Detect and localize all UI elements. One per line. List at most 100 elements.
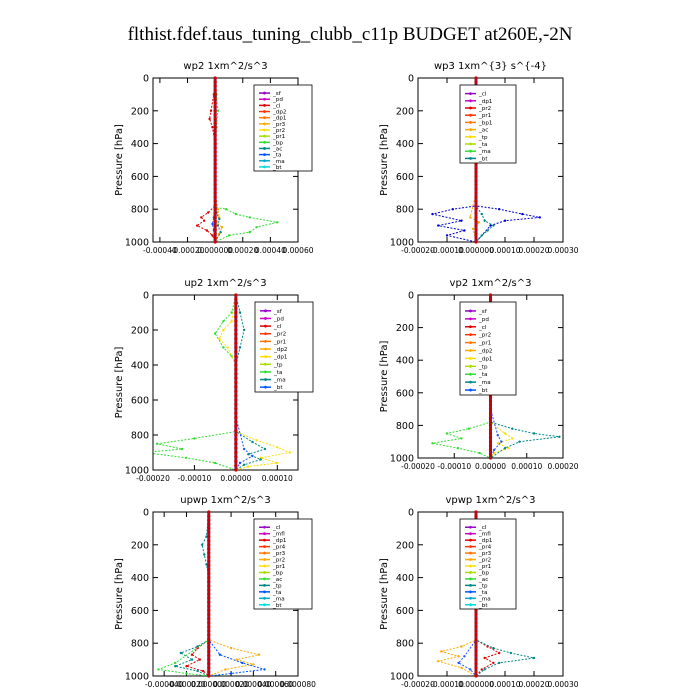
series-point (480, 212, 483, 216)
zero-profile-marker (488, 431, 493, 436)
zero-profile-marker (207, 567, 211, 572)
zero-profile-marker (474, 612, 478, 617)
zero-profile-marker (474, 236, 478, 240)
chart-panel-2: wp3 1xm^{3} s^{-4} Pressure [hPa] 0 200 400 6… (379, 61, 579, 255)
legend-label: _tp (478, 135, 488, 141)
legend-label: _pr3 (272, 122, 286, 128)
panel-title: wp3 1xm^{3} s^{-4} (434, 61, 547, 72)
legend-label: _sf (478, 309, 488, 315)
legend-label: _dp1 (273, 355, 288, 361)
zero-profile-marker (234, 398, 238, 402)
series-point (179, 651, 183, 655)
series-point (196, 669, 199, 673)
series-point (242, 447, 246, 451)
legend-label: _bt (272, 603, 282, 609)
legend-label: _ma (273, 378, 286, 384)
zero-profile-marker (234, 324, 238, 328)
series-point (469, 216, 472, 219)
legend-marker (263, 558, 266, 561)
zero-profile-marker (213, 240, 217, 244)
legend-marker (469, 341, 472, 344)
series-point (241, 661, 244, 665)
legend-label: _sf (273, 309, 283, 315)
series-line-ta (235, 295, 254, 470)
legend-label: _dp1 (478, 538, 493, 544)
legend-marker (469, 388, 472, 392)
zero-profile-marker (234, 459, 238, 463)
y-tick-label: 400 (131, 573, 149, 584)
zero-profile-marker (474, 240, 478, 244)
x-tick-label: -0.00020 (401, 246, 435, 255)
series-line-dp1 (153, 295, 237, 470)
legend-marker (264, 378, 267, 381)
series-line-tp (208, 512, 265, 676)
legend-marker (263, 147, 266, 150)
zero-profile-marker (207, 539, 211, 543)
legend-marker (263, 532, 266, 536)
zero-profile-marker (213, 142, 217, 146)
legend-label: _pr2 (478, 333, 491, 339)
y-tick-label: 800 (396, 421, 414, 432)
series-point (451, 208, 454, 211)
y-tick-label: 1000 (390, 672, 414, 683)
y-tick-label: 600 (396, 388, 414, 399)
legend-marker (263, 165, 266, 169)
legend-marker (264, 324, 267, 328)
series-point (205, 535, 208, 538)
legend-label: _ac (478, 577, 488, 583)
zero-profile-marker (488, 293, 493, 297)
zero-profile-marker (207, 649, 211, 654)
legend-marker (469, 551, 472, 555)
series-point (460, 437, 463, 440)
y-tick-label: 200 (396, 540, 414, 551)
y-tick-label: 0 (408, 291, 414, 302)
y-tick-label: 400 (131, 139, 149, 150)
legend-label: _pr1 (272, 564, 286, 570)
zero-profile-marker (213, 109, 217, 113)
legend-label: _tp (272, 583, 282, 589)
zero-profile-marker (207, 604, 211, 608)
y-tick-label: 600 (131, 606, 149, 617)
series-point (202, 669, 205, 673)
chart-panel-3: up2 1xm^2/s^3 Pressure [hPa] 0 200 400 600 800… (114, 278, 314, 483)
series-point (211, 234, 214, 237)
legend-label: _pr2 (478, 106, 491, 112)
panel-title: wp2 1xm^2/s^3 (183, 61, 267, 72)
series-line-pr1 (218, 295, 292, 470)
y-tick-label: 800 (131, 639, 149, 650)
zero-profile-marker (474, 195, 478, 199)
legend-label: _ta (272, 153, 281, 159)
legend-label: _bt (478, 388, 488, 394)
series-point (209, 109, 213, 113)
zero-profile-marker (213, 113, 217, 117)
zero-profile-marker (474, 166, 478, 170)
legend-marker (263, 159, 266, 163)
legend-label: _ac (272, 146, 282, 152)
zero-profile-marker (207, 571, 211, 576)
legend-label: _pd (273, 316, 284, 322)
zero-profile-marker (474, 670, 478, 674)
legend-label: _cl (478, 92, 487, 98)
x-tick-label: 0.00060 (282, 246, 313, 255)
zero-profile-marker (234, 433, 238, 437)
y-axis-label: Pressure [hPa] (379, 558, 390, 630)
legend-label: _bp (272, 140, 283, 146)
zero-profile-marker (207, 522, 211, 526)
legend-marker (469, 309, 472, 313)
y-tick-label: 800 (396, 205, 414, 216)
legend-label: _dp2 (272, 110, 286, 116)
series-point (469, 668, 472, 671)
zero-profile-marker (474, 199, 478, 203)
zero-profile-marker (213, 105, 217, 109)
zero-profile-marker (207, 645, 211, 649)
zero-profile-marker (234, 429, 238, 433)
zero-profile-marker (234, 372, 238, 376)
y-tick-label: 400 (396, 139, 414, 150)
zero-profile-marker (213, 84, 217, 88)
series-point (230, 311, 233, 314)
series-line-dp1 (185, 512, 210, 676)
zero-profile-marker (234, 442, 238, 446)
legend-label: _ac (478, 128, 488, 134)
legend-marker (469, 113, 472, 117)
